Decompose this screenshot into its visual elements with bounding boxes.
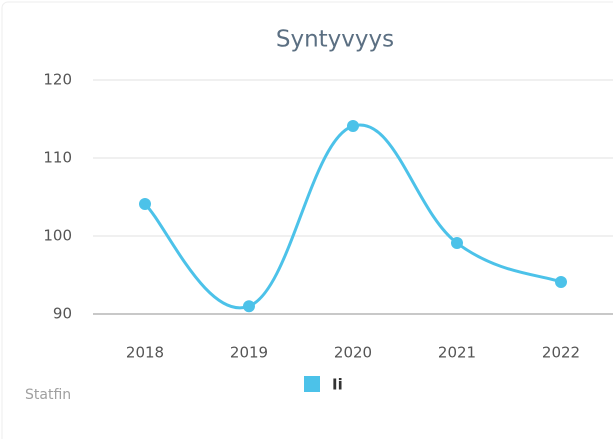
credits: Statfin: [25, 387, 71, 403]
x-tick-label: 2019: [230, 344, 268, 362]
legend-label: Ii: [332, 376, 343, 394]
point: [243, 300, 255, 313]
y-tick-label: 110: [43, 149, 72, 167]
y-tick-label: 90: [53, 305, 72, 323]
x-tick-label: 2018: [126, 344, 164, 362]
line: [143, 123, 562, 310]
y-tick-label: 100: [43, 227, 72, 245]
x-tick-label: 2022: [542, 344, 580, 362]
point: [347, 120, 359, 133]
x-tick-label: 2021: [438, 344, 476, 362]
y-tick-label: 120: [43, 71, 72, 89]
point: [139, 198, 151, 211]
chart-title: Syntyvyys: [276, 27, 394, 53]
x-tick-label: 2020: [334, 344, 372, 362]
point: [555, 276, 567, 289]
legend-swatch: [304, 376, 320, 392]
point: [451, 237, 463, 250]
